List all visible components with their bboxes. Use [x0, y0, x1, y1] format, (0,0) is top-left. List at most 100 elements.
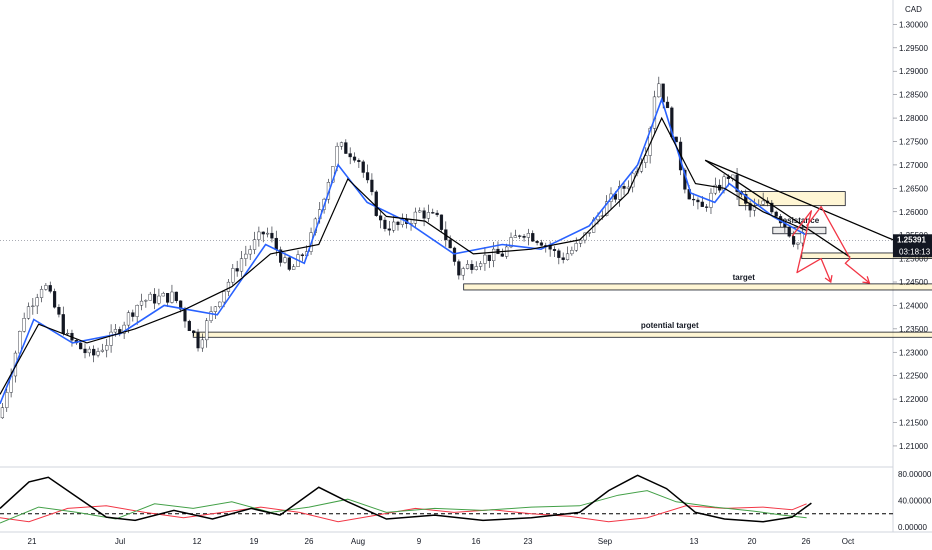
- candle-body: [431, 212, 435, 214]
- zone-3: [192, 331, 932, 338]
- candle-body: [492, 248, 496, 262]
- candle-body: [605, 201, 609, 216]
- time-tick-label: 13: [690, 537, 699, 546]
- trendline-2[interactable]: [704, 159, 851, 258]
- price-tick-label: 1.22000: [899, 395, 928, 404]
- candle-body: [518, 235, 522, 237]
- candle-body: [339, 142, 344, 147]
- candle-body: [552, 249, 557, 251]
- price-tick-label: 1.29000: [899, 67, 928, 76]
- candle-body: [252, 239, 257, 250]
- price-tick-label: 1.29500: [899, 44, 928, 53]
- candle-body: [152, 293, 157, 304]
- price-tick-label: 1.23000: [899, 348, 928, 357]
- candle-body: [226, 281, 231, 292]
- candle-body: [0, 407, 5, 419]
- candle-body: [396, 221, 400, 225]
- indicator-axis[interactable]: 80.00000 40.00000 0.00000: [898, 470, 932, 532]
- candle-body: [735, 174, 739, 192]
- projection-path-1[interactable]: [791, 210, 832, 283]
- time-tick-label: 21: [28, 537, 37, 546]
- candle-body: [213, 306, 218, 312]
- candle-body: [179, 300, 183, 310]
- trendlines-layer[interactable]: [704, 159, 932, 277]
- price-tick-label: 1.28500: [899, 91, 928, 100]
- candle-body: [274, 237, 278, 250]
- candle-body: [509, 237, 513, 248]
- trendline-1[interactable]: [704, 159, 932, 277]
- candle-body: [426, 212, 431, 219]
- price-tag-countdown: 03:18:13: [899, 247, 931, 256]
- projection-path-2[interactable]: [806, 205, 870, 284]
- candle-body: [66, 332, 70, 335]
- candle-body: [700, 201, 704, 207]
- zone-4: [738, 191, 846, 207]
- price-tick-label: 1.25000: [899, 255, 928, 264]
- candle-body: [770, 202, 774, 213]
- candle-body: [392, 221, 396, 231]
- candle-body: [44, 285, 48, 290]
- price-series[interactable]: [0, 76, 807, 419]
- candle-body: [196, 332, 200, 349]
- candle-body: [144, 300, 148, 302]
- candle-body: [187, 320, 191, 332]
- candle-body: [744, 194, 748, 204]
- candle-body: [657, 83, 661, 98]
- price-tag: 1.25391 03:18:13: [893, 234, 932, 258]
- candle-body: [5, 392, 9, 408]
- indicator-tick-label: 80.00000: [898, 470, 932, 479]
- candle-body: [574, 243, 578, 251]
- candle-body: [348, 153, 352, 158]
- candle-body: [139, 300, 144, 306]
- candle-body: [231, 268, 235, 283]
- candle-body: [113, 329, 118, 333]
- candle-body: [205, 320, 209, 341]
- price-tick-label: 1.26000: [899, 208, 928, 217]
- candle-body: [109, 331, 113, 346]
- candle-body: [148, 293, 152, 301]
- candle-body: [644, 155, 648, 163]
- candle-body: [244, 253, 248, 259]
- candle-body: [761, 200, 765, 205]
- candle-body: [344, 142, 348, 154]
- candle-body: [379, 215, 383, 221]
- candle-body: [387, 228, 391, 231]
- candle-body: [539, 242, 544, 246]
- candle-body: [79, 342, 83, 350]
- slow-moving-average-line: [0, 116, 807, 395]
- candle-body: [483, 254, 487, 264]
- zone-label: potential target: [641, 321, 699, 330]
- candle-body: [265, 232, 270, 235]
- time-axis[interactable]: 21 Jul 12 19 26 Aug 9 16 23 Sep 13 20 26 Oct: [28, 537, 855, 546]
- indicator-black-line: [0, 474, 812, 523]
- candle-body: [622, 186, 626, 189]
- zone-2: [463, 283, 932, 291]
- time-tick-label: 23: [524, 537, 533, 546]
- candle-body: [352, 156, 357, 161]
- indicator-pane[interactable]: [0, 474, 893, 524]
- candle-body: [222, 291, 226, 303]
- candle-body: [796, 242, 800, 245]
- candle-body: [192, 330, 196, 334]
- time-tick-label: Jul: [115, 537, 125, 546]
- price-tick-label: 1.22500: [899, 372, 928, 381]
- candle-body: [439, 214, 444, 230]
- projection-arrows[interactable]: [791, 205, 871, 284]
- candle-body: [691, 198, 696, 201]
- candle-body: [283, 257, 287, 263]
- candle-body: [526, 233, 531, 238]
- time-tick-label: 20: [748, 537, 757, 546]
- candle-body: [374, 191, 378, 216]
- candle-body: [170, 291, 174, 303]
- price-axis[interactable]: 1.30000 1.29500 1.29000 1.28500 1.28000 1.275…: [893, 20, 928, 451]
- candle-body: [166, 292, 170, 303]
- candle-body: [31, 305, 35, 307]
- candle-body: [652, 96, 657, 129]
- candle-body: [370, 179, 374, 193]
- candle-body: [713, 184, 717, 194]
- candle-body: [465, 264, 470, 269]
- candle-body: [248, 249, 252, 255]
- price-tick-label: 1.28000: [899, 114, 928, 123]
- time-tick-label: 12: [193, 537, 202, 546]
